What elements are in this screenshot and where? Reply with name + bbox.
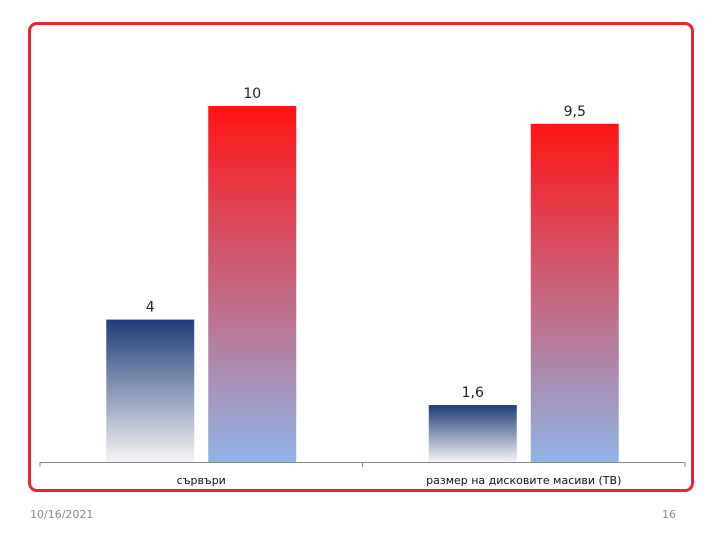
- category-label-1: сървъри: [177, 474, 226, 487]
- data-label-1-2: 1,6: [462, 385, 484, 401]
- data-label-2-2: 9,5: [564, 104, 586, 120]
- slide-number: 16: [662, 508, 676, 521]
- bar-2-1: [208, 106, 297, 462]
- labels-layer: 4 10 сървъри 1,6 9,5 размер на дисковите маси…: [146, 86, 622, 487]
- footer-date: 10/16/2021: [30, 508, 94, 521]
- bar-1-1: [106, 319, 195, 462]
- slide-frame: [28, 22, 694, 492]
- bar-1-2: [428, 405, 517, 462]
- bar-2-2: [530, 123, 619, 463]
- data-label-1-1: 4: [146, 300, 155, 316]
- x-axis: [39, 462, 686, 467]
- bars-layer: [106, 106, 619, 463]
- category-label-2: размер на дисковите масиви (TB): [426, 474, 621, 487]
- data-label-2-1: 10: [243, 86, 261, 102]
